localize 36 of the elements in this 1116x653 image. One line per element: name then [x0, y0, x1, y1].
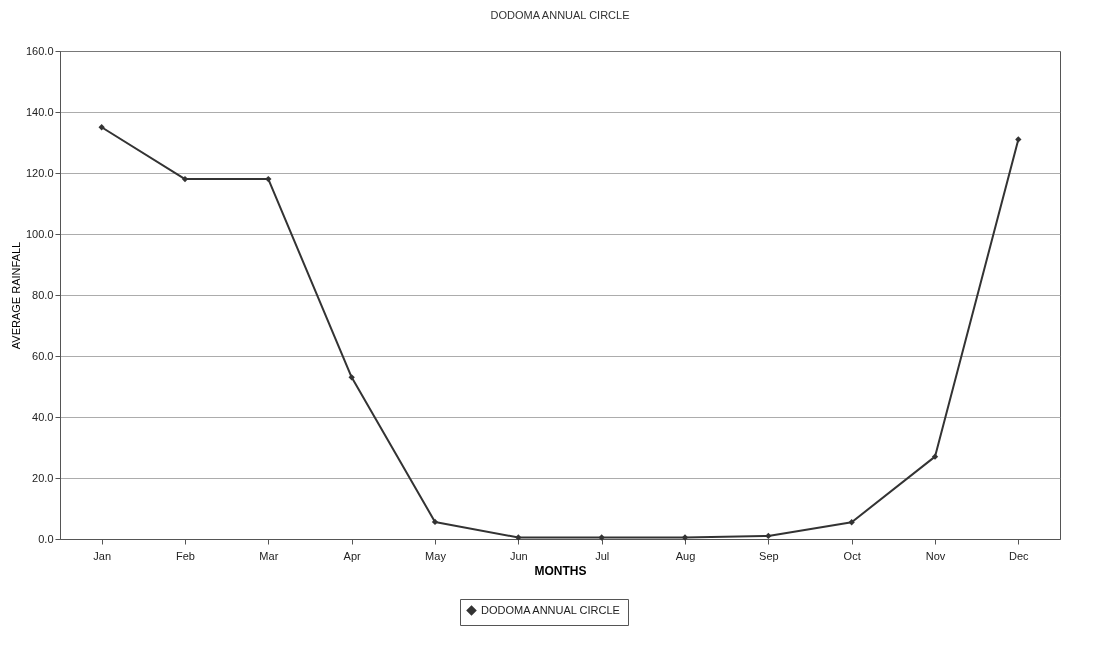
x-tick-label: Apr	[343, 549, 362, 562]
point	[348, 374, 355, 381]
y-tick-label: 40.0	[32, 410, 54, 423]
x-tick-label: Jan	[93, 549, 112, 562]
y-tick-label: 60.0	[32, 349, 54, 362]
point	[265, 175, 272, 183]
legend-label: DODOMA ANNUAL CIRCLE	[481, 603, 620, 616]
x-tick-label: Oct	[843, 549, 861, 562]
y-tick-label: 100.0	[25, 227, 54, 240]
x-tick-label: Nov	[925, 549, 946, 562]
x-tick-label: Jul	[595, 549, 610, 562]
x-axis-title: MONTHS	[534, 563, 587, 578]
point	[431, 518, 439, 526]
x-tick-label: Mar	[259, 549, 279, 562]
x-tick-label: Feb	[176, 549, 195, 562]
point	[515, 534, 522, 541]
y-axis-title: AVERAGE RAINFALL	[9, 241, 22, 350]
point	[598, 534, 605, 541]
x-tick-label: May	[425, 549, 447, 562]
point	[931, 453, 939, 460]
x-tick-label: Sep	[759, 549, 779, 562]
chart-title: DODOMA ANNUAL CIRCLE	[490, 9, 630, 21]
point	[765, 532, 772, 540]
point	[1015, 136, 1022, 143]
x-tick-label: Jun	[509, 549, 528, 562]
point	[681, 534, 689, 541]
y-tick-label: 140.0	[25, 105, 54, 118]
y-tick-label: 0.0	[38, 532, 54, 545]
y-tick-label: 160.0	[25, 44, 54, 57]
point	[98, 124, 105, 131]
y-tick-label: 20.0	[32, 471, 54, 484]
x-tick-label: Aug	[675, 549, 696, 562]
y-tick-label: 120.0	[25, 166, 54, 179]
x-tick-label: Dec	[1009, 549, 1030, 562]
y-tick-label: 80.0	[32, 288, 54, 301]
point	[848, 519, 855, 526]
